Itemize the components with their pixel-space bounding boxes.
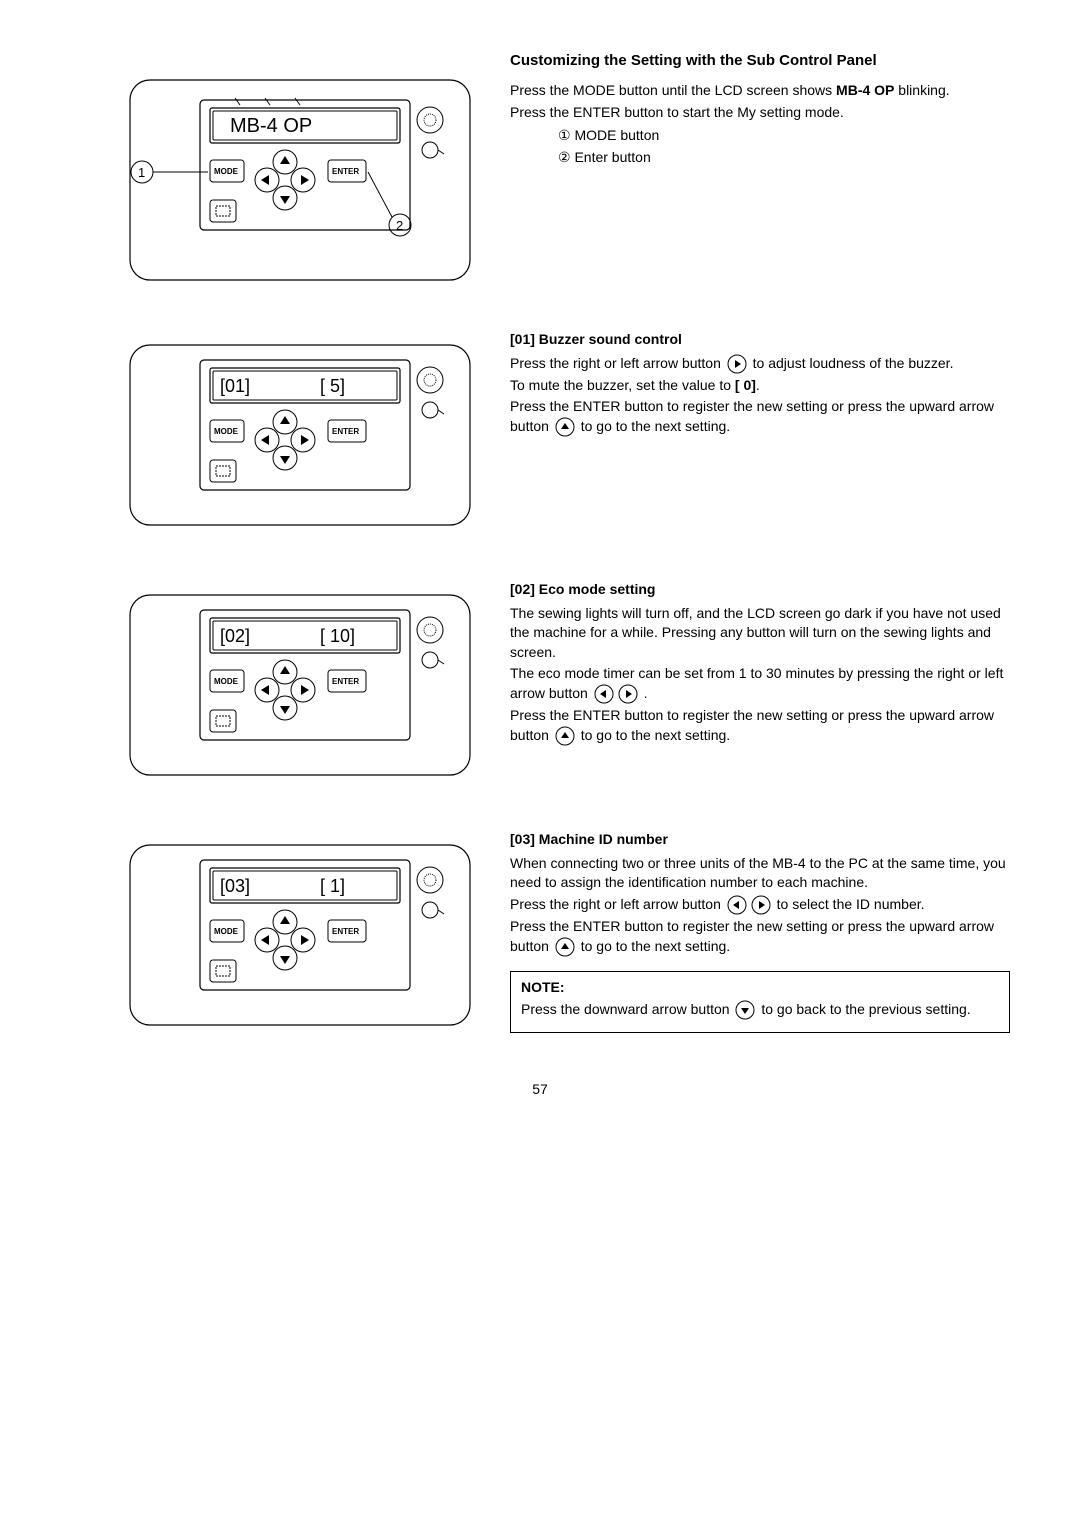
text-bold: [ 0]: [735, 377, 756, 393]
text: to go to the next setting.: [577, 418, 730, 434]
intro-line-2: Press the ENTER button to start the My s…: [510, 103, 1010, 123]
num-1: ①: [558, 127, 571, 143]
up-arrow-icon: [555, 726, 575, 746]
section-03-title: [03] Machine ID number: [510, 830, 1010, 850]
section-02-title: [02] Eco mode setting: [510, 580, 1010, 600]
right-arrow-icon: [751, 895, 771, 915]
s02-p3: Press the ENTER button to register the n…: [510, 706, 1010, 746]
svg-text:1: 1: [138, 165, 145, 180]
label-1: MODE button: [571, 127, 660, 143]
text: to adjust loudness of the buzzer.: [749, 355, 954, 371]
right-arrow-icon: [618, 684, 638, 704]
s02-p2: The eco mode timer can be set from 1 to …: [510, 664, 1010, 704]
s03-p3: Press the ENTER button to register the n…: [510, 917, 1010, 957]
text: blinking.: [894, 82, 949, 98]
text: Press the right or left arrow button: [510, 355, 725, 371]
intro-list: ① MODE button ② Enter button: [510, 126, 1010, 167]
svg-text:MODE: MODE: [214, 427, 239, 436]
s02-p1: The sewing lights will turn off, and the…: [510, 604, 1010, 663]
svg-text:MODE: MODE: [214, 677, 239, 686]
text: Press the downward arrow button: [521, 1001, 733, 1017]
panel-diagram-02: [02] [ 10] MODE ENTER: [70, 580, 480, 790]
text: .: [640, 685, 648, 701]
svg-text:ENTER: ENTER: [332, 427, 359, 436]
svg-text:MB-4 OP: MB-4 OP: [230, 115, 312, 137]
panel-diagram-03: [03] [ 1] MODE ENTER: [70, 830, 480, 1040]
svg-text:[01]: [01]: [220, 376, 250, 396]
note-body: Press the downward arrow button to go ba…: [521, 1000, 999, 1020]
left-arrow-icon: [594, 684, 614, 704]
text: .: [756, 377, 760, 393]
up-arrow-icon: [555, 417, 575, 437]
intro-line-1: Press the MODE button until the LCD scre…: [510, 81, 1010, 101]
down-arrow-icon: [735, 1000, 755, 1020]
s03-p1: When connecting two or three units of th…: [510, 854, 1010, 893]
svg-text:[03]: [03]: [220, 876, 250, 896]
text: to go back to the previous setting.: [757, 1001, 970, 1017]
note-box: NOTE: Press the downward arrow button to…: [510, 971, 1010, 1033]
s01-p3: Press the ENTER button to register the n…: [510, 397, 1010, 437]
svg-text:[ 5]: [ 5]: [320, 376, 345, 396]
left-arrow-icon: [727, 895, 747, 915]
text: to go to the next setting.: [577, 727, 730, 743]
text: to go to the next setting.: [577, 938, 730, 954]
svg-text:MODE: MODE: [214, 927, 239, 936]
svg-text:[ 1]: [ 1]: [320, 876, 345, 896]
text: The eco mode timer can be set from 1 to …: [510, 665, 1003, 701]
text: to select the ID number.: [773, 896, 925, 912]
panel-diagram-01: [01] [ 5] MODE ENTER: [70, 330, 480, 540]
svg-text:ENTER: ENTER: [332, 167, 359, 176]
svg-text:[ 10]: [ 10]: [320, 626, 355, 646]
right-arrow-icon: [727, 354, 747, 374]
up-arrow-icon: [555, 937, 575, 957]
text: Press the MODE button until the LCD scre…: [510, 82, 836, 98]
page-title: Customizing the Setting with the Sub Con…: [510, 50, 1010, 71]
text: To mute the buzzer, set the value to: [510, 377, 735, 393]
s01-p1: Press the right or left arrow button to …: [510, 354, 1010, 374]
text: Press the right or left arrow button: [510, 896, 725, 912]
svg-text:[02]: [02]: [220, 626, 250, 646]
text-bold: MB-4 OP: [836, 82, 894, 98]
note-heading: NOTE:: [521, 978, 999, 998]
num-2: ②: [558, 149, 571, 165]
panel-diagram-main: MB-4 OP MODE ENTER: [70, 50, 480, 290]
page-number: 57: [70, 1080, 1010, 1100]
label-2: Enter button: [571, 149, 651, 165]
svg-text:ENTER: ENTER: [332, 927, 359, 936]
section-01-title: [01] Buzzer sound control: [510, 330, 1010, 350]
s01-p2: To mute the buzzer, set the value to [ 0…: [510, 376, 1010, 396]
svg-text:ENTER: ENTER: [332, 677, 359, 686]
s03-p2: Press the right or left arrow button to …: [510, 895, 1010, 915]
svg-text:MODE: MODE: [214, 167, 239, 176]
svg-text:2: 2: [396, 218, 403, 233]
